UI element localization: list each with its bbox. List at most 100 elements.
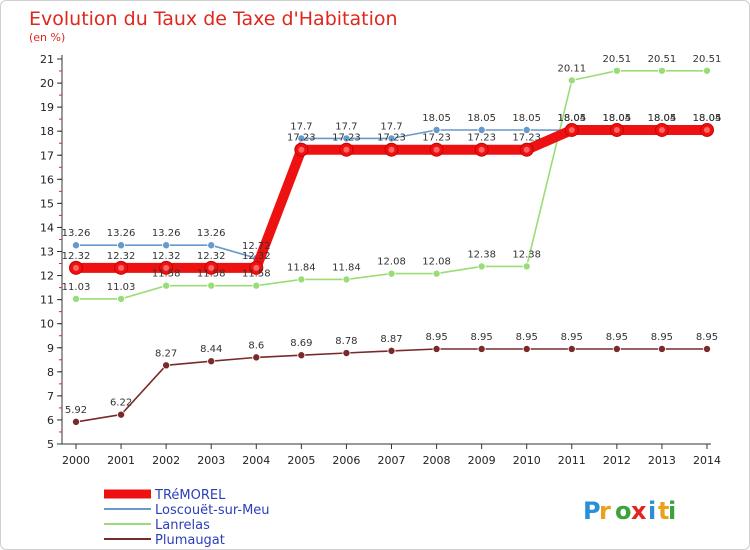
data-point-highlight bbox=[613, 126, 620, 133]
data-label: 12.08 bbox=[422, 257, 451, 268]
y-tick-label: 19 bbox=[40, 101, 54, 114]
data-point-highlight bbox=[118, 264, 125, 271]
data-label: 17.23 bbox=[377, 133, 406, 144]
data-label: 13.26 bbox=[197, 228, 226, 239]
data-label: 17.23 bbox=[422, 133, 451, 144]
data-label: 17.23 bbox=[287, 133, 316, 144]
data-label: 18.05 bbox=[648, 113, 677, 124]
data-label: 11.84 bbox=[332, 262, 361, 273]
data-point bbox=[207, 241, 216, 250]
data-label: 8.69 bbox=[290, 338, 312, 349]
data-point bbox=[297, 351, 306, 360]
data-label: 11.84 bbox=[287, 262, 316, 273]
data-label: 11.03 bbox=[107, 282, 136, 293]
data-point bbox=[522, 125, 531, 134]
data-label: 11.58 bbox=[242, 269, 271, 280]
data-point bbox=[342, 275, 351, 284]
logo-letter: i bbox=[648, 497, 656, 525]
data-label: 12.32 bbox=[197, 251, 226, 262]
data-label: 18.05 bbox=[467, 113, 496, 124]
data-point bbox=[432, 269, 441, 278]
x-tick-label: 2013 bbox=[648, 454, 676, 467]
data-label: 6.22 bbox=[110, 398, 132, 409]
legend-label: Lanrelas bbox=[155, 518, 210, 533]
data-label: 18.04 bbox=[648, 113, 677, 124]
data-point bbox=[342, 134, 351, 143]
data-label: 11.03 bbox=[62, 282, 91, 293]
data-point-highlight bbox=[523, 146, 530, 153]
series-layer bbox=[69, 66, 714, 426]
data-point bbox=[657, 66, 666, 75]
data-label: 18.04 bbox=[693, 113, 722, 124]
data-label: 18.04 bbox=[557, 113, 586, 124]
chart-title: Evolution du Taux de Taxe d'Habitation bbox=[29, 8, 398, 30]
data-label: 8.95 bbox=[651, 332, 673, 343]
data-point bbox=[432, 125, 441, 134]
data-point bbox=[477, 125, 486, 134]
data-label: 8.27 bbox=[155, 348, 177, 359]
data-label: 18.04 bbox=[603, 113, 632, 124]
data-point bbox=[522, 262, 531, 271]
data-point bbox=[162, 281, 171, 290]
data-label: 8.95 bbox=[696, 332, 718, 343]
y-tick-label: 6 bbox=[47, 414, 54, 427]
data-point bbox=[207, 281, 216, 290]
data-labels: 12.32 12.32 12.32 12.32 12.32 17.23 17.23 17.23… bbox=[62, 54, 722, 416]
data-point-highlight bbox=[208, 264, 215, 271]
x-tick-label: 2007 bbox=[378, 454, 406, 467]
data-label: 12.32 bbox=[62, 251, 91, 262]
data-label: 8.6 bbox=[248, 340, 264, 351]
data-label: 8.78 bbox=[335, 336, 357, 347]
data-point bbox=[162, 241, 171, 250]
data-label: 17.7 bbox=[380, 121, 402, 132]
axes: 5 6 7 8 9 10 11 12 13 14 15 16 17 18 19 20 21 2000 2001 200… bbox=[40, 53, 721, 467]
data-label: 8.95 bbox=[561, 332, 583, 343]
data-label: 12.38 bbox=[467, 249, 496, 260]
data-point bbox=[657, 344, 666, 353]
data-point bbox=[72, 241, 81, 250]
data-point-highlight bbox=[73, 264, 79, 271]
y-tick-label: 20 bbox=[40, 77, 54, 90]
x-tick-label: 2012 bbox=[603, 454, 631, 467]
legend-label: Plumaugat bbox=[155, 533, 225, 548]
data-label: 18.05 bbox=[693, 113, 722, 124]
legend-label: Loscouët-sur-Meu bbox=[155, 503, 270, 518]
data-point bbox=[612, 344, 621, 353]
data-label: 17.23 bbox=[467, 133, 496, 144]
data-point bbox=[297, 134, 306, 143]
y-tick-label: 14 bbox=[40, 221, 54, 234]
x-tick-label: 2006 bbox=[332, 454, 360, 467]
data-point bbox=[477, 344, 486, 353]
data-point bbox=[72, 294, 81, 303]
data-label: 12.72 bbox=[242, 241, 271, 252]
data-label: 20.11 bbox=[557, 63, 586, 74]
data-point bbox=[252, 281, 261, 290]
x-tick-label: 2008 bbox=[423, 454, 451, 467]
x-tick-label: 2005 bbox=[287, 454, 315, 467]
y-tick-label: 7 bbox=[47, 390, 54, 403]
data-label: 12.32 bbox=[152, 251, 181, 262]
data-label: 8.95 bbox=[471, 332, 493, 343]
data-label: 11.58 bbox=[197, 269, 226, 280]
data-point bbox=[207, 357, 216, 366]
data-point bbox=[342, 349, 351, 358]
data-point bbox=[252, 353, 261, 362]
data-point bbox=[387, 346, 396, 355]
data-point bbox=[117, 410, 126, 419]
data-label: 17.7 bbox=[290, 121, 312, 132]
data-point bbox=[522, 344, 531, 353]
data-label: 12.08 bbox=[377, 257, 406, 268]
legend: TRéMORELLoscouët-sur-MeuLanrelasPlumauga… bbox=[104, 488, 270, 548]
series-line-3 bbox=[75, 348, 708, 423]
data-label: 17.23 bbox=[332, 133, 361, 144]
data-label: 12.38 bbox=[512, 249, 541, 260]
y-tick-label: 5 bbox=[47, 438, 54, 451]
data-point bbox=[117, 241, 126, 250]
data-label: 18.05 bbox=[603, 113, 632, 124]
x-tick-label: 2003 bbox=[197, 454, 225, 467]
data-point-highlight bbox=[433, 146, 440, 153]
data-point bbox=[387, 134, 396, 143]
data-point bbox=[477, 262, 486, 271]
data-point bbox=[703, 344, 712, 353]
data-label: 13.26 bbox=[107, 228, 136, 239]
